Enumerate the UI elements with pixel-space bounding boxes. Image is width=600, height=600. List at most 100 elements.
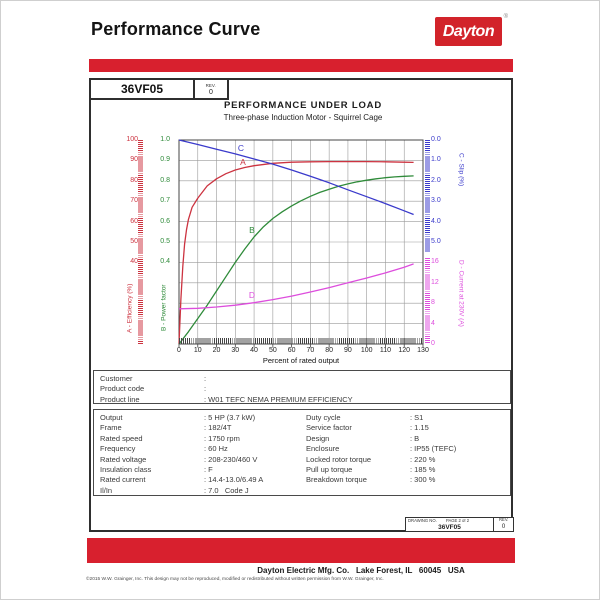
current-tick-label: 8: [431, 299, 435, 307]
document-frame: 36VF05 REV. 0 PERFORMANCE UNDER LOAD Thr…: [89, 78, 515, 532]
efficiency-tick-label: 50: [130, 238, 138, 245]
slip-tick-label: 3.0: [431, 197, 441, 205]
spec-column-right: Duty cycle: S1 Service factor: 1.15 Design…: [306, 413, 506, 486]
x-tick-label: 40: [250, 347, 258, 354]
drawing-no-value: 36VF05: [438, 524, 461, 531]
spec-row: Rated voltage: 208-230/460 V: [100, 455, 305, 465]
current-tick-label: 16: [431, 258, 439, 266]
spec-row: Locked rotor torque : 220 %: [306, 455, 506, 465]
current-axis-title: D - Current at 230V (A): [457, 259, 465, 327]
x-tick-label: 0: [177, 347, 181, 354]
drawing-number-box: DRAWING NO. PAGE 2 of 2 36VF05 REV. 0: [405, 517, 514, 532]
spec-row-value: : F: [204, 464, 213, 474]
spec-row-value: : S1: [410, 413, 424, 422]
title-block: 36VF05 REV. 0: [89, 78, 229, 100]
efficiency-axis-ruler: [138, 140, 143, 344]
x-tick-label: 120: [398, 347, 411, 354]
drawing-no-label: DRAWING NO.: [408, 519, 437, 524]
current-tick-label: 0: [431, 340, 435, 347]
spec-row-value: : 7.0 Code J: [204, 485, 249, 495]
spec-row-value: : IP55 (TEFC): [410, 444, 457, 454]
slip-tick-label: 1.0: [431, 156, 441, 164]
info-row: Product code:: [100, 384, 510, 394]
spec-row: Service factor: 1.15: [306, 423, 506, 433]
efficiency-tick-label: 60: [130, 217, 138, 225]
slip-axis-ruler: [425, 140, 430, 252]
spec-row-label: Rated voltage: [100, 454, 147, 464]
chart-axis-labels: 100 90 80 70 60 50 40 1.0 0.9 0.8 0.7 0.6 0.5 0.4 0.0 1…: [91, 80, 515, 380]
spec-row: Rated current: 14.4-13.0/6.49 A: [100, 475, 305, 485]
footer-red-bar: [87, 538, 515, 563]
x-tick-label: 20: [212, 347, 221, 354]
drawing-rev-value: 0: [501, 524, 506, 530]
spec-row: Rated speed : 1750 rpm: [100, 434, 305, 444]
header-red-bar: [89, 59, 513, 72]
drawing-number-cell: DRAWING NO. PAGE 2 of 2 36VF05: [406, 518, 494, 531]
current-tick-label: 4: [431, 319, 435, 327]
spec-row-value: : 220 %: [410, 454, 436, 464]
x-tick-label: 90: [344, 347, 352, 354]
spec-row-value: : 1750 rpm: [204, 433, 240, 443]
slip-tick-label: 2.0: [431, 176, 441, 184]
registered-trademark-icon: ®: [503, 14, 508, 20]
current-tick-label: 12: [431, 278, 439, 286]
spec-row-value: : 5 HP (3.7 kW): [204, 413, 256, 422]
info-row-label: Product code: [100, 384, 145, 394]
chart-title: PERFORMANCE UNDER LOAD: [224, 100, 382, 111]
efficiency-tick-label: 40: [130, 258, 138, 266]
spec-box: Output: 5 HP (3.7 kW) Frame: 182/4T Rated …: [93, 409, 511, 496]
revision-cell: REV. 0: [195, 78, 229, 100]
power_factor-tick-label: 0.9: [160, 156, 170, 164]
info-row-value: :: [204, 374, 209, 383]
spec-row-label: Pull up torque: [306, 464, 353, 474]
info-row: Product line: W01 TEFC NEMA PREMIUM EFFI…: [100, 395, 510, 405]
spec-row: Breakdown torque : 300 %: [306, 475, 506, 485]
x-tick-label: 110: [379, 347, 392, 354]
page-title: Performance Curve: [91, 19, 261, 39]
spec-row-value: : 14.4-13.0/6.49 A: [204, 475, 264, 485]
drawing-rev-label: REV.: [498, 518, 509, 523]
spec-row: Duty cycle: S1: [306, 413, 506, 423]
drawing-rev-cell: REV. 0: [494, 518, 513, 531]
power_factor-tick-label: 0.8: [160, 176, 170, 184]
power_factor-tick-label: 1.0: [160, 136, 170, 143]
spec-row-value: : B: [410, 433, 420, 443]
spec-row-value: : 185 %: [410, 464, 436, 474]
efficiency-tick-label: 80: [130, 176, 138, 184]
info-row-value: : W01 TEFC NEMA PREMIUM EFFICIENCY: [204, 394, 353, 404]
spec-row: Frequency: 60 Hz: [100, 444, 305, 454]
spec-row-label: Locked rotor torque: [306, 454, 372, 464]
spec-row: Il/In : 7.0 Code J: [100, 486, 305, 496]
spec-row-label: Rated speed: [100, 433, 143, 443]
copyright-line: ©2015 W.W. Grainger, Inc. This design ma…: [86, 577, 384, 582]
spec-row-label: Insulation class: [100, 464, 152, 474]
efficiency-axis-title: A - Efficiency (%): [126, 283, 134, 333]
power-factor-axis-title: B - Power factor: [160, 284, 168, 332]
power_factor-tick-label: 0.4: [160, 258, 170, 266]
x-tick-label: 60: [287, 347, 296, 354]
spec-row-value: : 1.15: [410, 423, 429, 433]
x-tick-label: 70: [306, 347, 315, 354]
slip-tick-label: 5.0: [431, 238, 441, 245]
efficiency-tick-label: 90: [130, 156, 138, 164]
company-address-line: Dayton Electric Mfg. Co. Lake Forest, IL…: [257, 566, 465, 575]
x-tick-label: 100: [360, 347, 373, 354]
power_factor-tick-label: 0.6: [160, 217, 170, 225]
spec-row-label: Breakdown torque: [306, 475, 367, 485]
spec-row-value: : 300 %: [410, 475, 436, 485]
x-tick-label: 80: [325, 347, 334, 354]
spec-row: Enclosure : IP55 (TEFC): [306, 444, 506, 454]
slip-axis-title: C - Slip (%): [457, 153, 465, 187]
power_factor-tick-label: 0.7: [160, 197, 170, 205]
spec-row-label: Frequency: [100, 444, 136, 454]
spec-column-left: Output: 5 HP (3.7 kW) Frame: 182/4T Rated …: [100, 413, 305, 496]
efficiency-tick-label: 70: [130, 197, 138, 205]
spec-row-label: Enclosure: [306, 444, 340, 454]
x-tick-label: 10: [193, 347, 202, 354]
spec-row-label: Il/In: [100, 485, 113, 495]
x-axis-title: Percent of rated output: [262, 356, 340, 365]
info-row: Customer:: [100, 374, 510, 384]
slip-tick-label: 4.0: [431, 217, 441, 225]
info-row-label: Customer: [100, 374, 133, 383]
